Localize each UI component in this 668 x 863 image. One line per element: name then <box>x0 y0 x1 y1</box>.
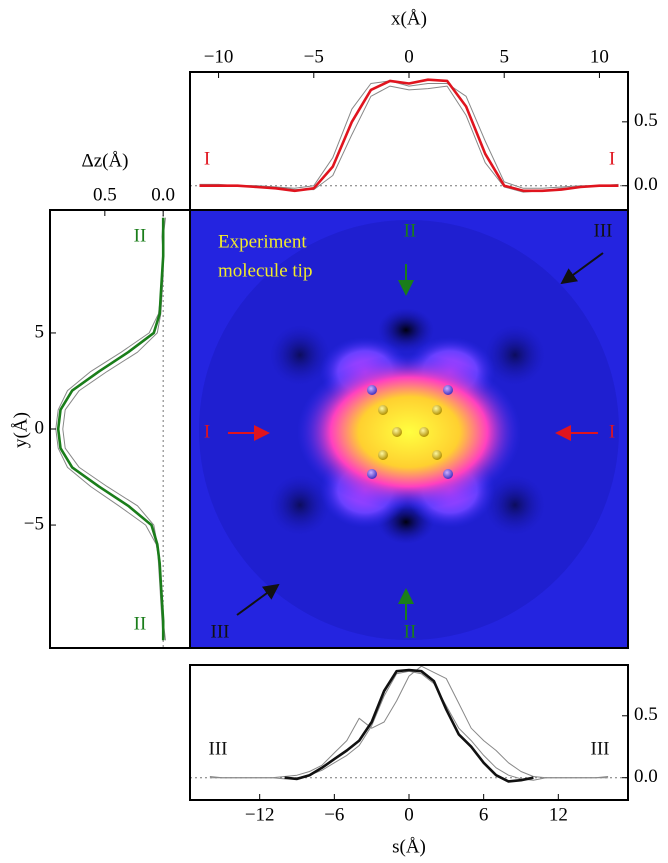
x-tick-label: 6 <box>479 804 489 825</box>
x-tick-label: 10 <box>590 46 609 67</box>
y-tick-label: 0.0 <box>634 766 658 787</box>
direction-marker: II <box>404 621 417 642</box>
x-tick-label: 0 <box>404 804 414 825</box>
y-tick-label: −5 <box>24 513 44 534</box>
direction-marker: I <box>609 421 615 442</box>
x-axis-label: s(Å) <box>392 836 426 857</box>
annotation: III <box>209 738 228 759</box>
y-tick-label: 5 <box>35 321 45 342</box>
direction-marker: III <box>594 220 613 241</box>
x-tick-label: 5 <box>499 46 509 67</box>
image-label: molecule tip <box>218 260 312 281</box>
panel-frame <box>189 664 629 801</box>
annotation: II <box>134 613 147 634</box>
annotation: I <box>609 148 615 169</box>
data-line <box>209 670 609 781</box>
data-line <box>209 665 609 779</box>
y-axis-label: y(Å) <box>10 412 31 448</box>
y-tick-label: 0.5 <box>634 110 658 131</box>
plot-area <box>190 78 628 193</box>
data-line <box>55 217 166 641</box>
annotation: III <box>591 738 610 759</box>
plot-area <box>190 665 628 783</box>
y-tick-label: 0.5 <box>634 704 658 725</box>
plot-area <box>55 210 166 648</box>
data-line <box>199 80 619 189</box>
x-tick-label: −10 <box>204 46 234 67</box>
x-tick-label: 12 <box>549 804 568 825</box>
data-line <box>284 668 534 783</box>
data-line <box>199 85 619 193</box>
panel-frame <box>49 209 191 649</box>
annotation: I <box>204 148 210 169</box>
direction-marker: II <box>404 220 417 241</box>
y-tick-label: 0.0 <box>634 174 658 195</box>
data-line <box>62 217 164 641</box>
annotation: II <box>134 225 147 246</box>
direction-marker: III <box>211 621 230 642</box>
x-tick-label: −6 <box>324 804 344 825</box>
direction-marker: I <box>204 421 210 442</box>
x-tick-label: −12 <box>245 804 275 825</box>
x-axis-label: x(Å) <box>391 8 427 29</box>
experiment-image: Experiment molecule tip I I II II III II… <box>189 209 629 649</box>
x-tick-label: 0 <box>404 46 414 67</box>
x-tick-label: 0.0 <box>151 184 175 205</box>
x-axis-label: Δz(Å) <box>81 150 128 171</box>
x-tick-label: 0.5 <box>93 184 117 205</box>
image-label: Experiment <box>218 231 307 252</box>
x-tick-label: −5 <box>304 46 324 67</box>
data-line <box>199 78 619 193</box>
data-line <box>56 217 165 641</box>
y-tick-label: 0 <box>35 417 45 438</box>
